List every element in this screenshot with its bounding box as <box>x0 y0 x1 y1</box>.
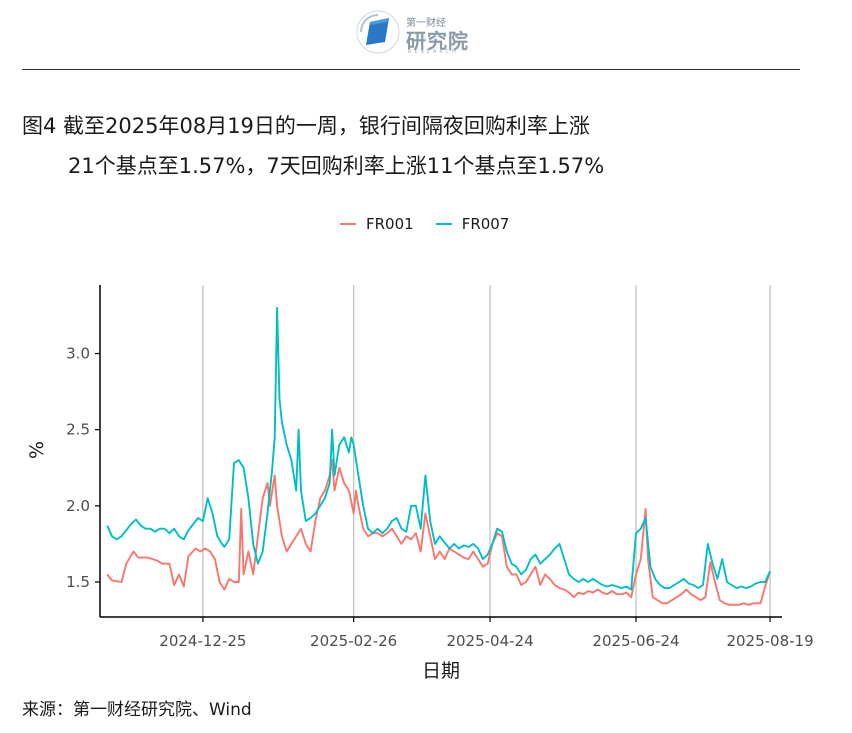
legend-label-fr007: FR007 <box>461 215 510 233</box>
y-tick-label: 1.5 <box>66 573 90 591</box>
logo-emblem-icon <box>356 10 400 54</box>
figure-title-line-1: 图4 截至2025年08月19日的一周，银行间隔夜回购利率上涨 <box>22 114 590 138</box>
x-axis-label: 日期 <box>422 660 460 682</box>
x-tick-label: 2025-04-24 <box>446 632 533 650</box>
x-tick-label: 2024-12-25 <box>159 632 246 650</box>
series-line-fr001 <box>106 459 771 606</box>
x-tick-label: 2025-02-26 <box>310 632 397 650</box>
chart-axes: 1.5 2.0 2.5 3.0 2024-12-25 2025-02-26 2025-04-… <box>66 285 814 650</box>
y-tick-label: 3.0 <box>66 345 90 363</box>
chart-legend: FR001 FR007 <box>340 213 521 235</box>
y-tick-label: 2.0 <box>66 497 90 515</box>
source-note: 来源：第一财经研究院、Wind <box>22 700 252 720</box>
logo-small-text: 第一财经 <box>406 18 446 29</box>
chart-grid <box>202 285 771 617</box>
legend-swatch-fr001 <box>340 223 356 225</box>
logo-big-text: 研究院 <box>406 29 469 53</box>
series-line-fr007 <box>106 306 771 591</box>
header-divider <box>22 69 800 70</box>
figure-title-line-2: 21个基点至1.57%，7天回购利率上涨11个基点至1.57% <box>68 154 605 178</box>
x-tick-label: 2025-06-24 <box>592 632 679 650</box>
logo: 第一财经 研究院 RESEARCH <box>356 8 476 56</box>
logo-english-text: RESEARCH <box>408 49 459 55</box>
legend-item-fr001: FR001 <box>340 215 414 233</box>
legend-swatch-fr007 <box>435 223 452 225</box>
x-tick-label: 2025-08-19 <box>726 632 813 650</box>
y-axis-label: % <box>26 441 48 459</box>
legend-item-fr007: FR007 <box>435 215 510 233</box>
y-tick-label: 2.5 <box>66 421 90 439</box>
legend-label-fr001: FR001 <box>366 215 414 233</box>
chart-series <box>106 306 771 606</box>
